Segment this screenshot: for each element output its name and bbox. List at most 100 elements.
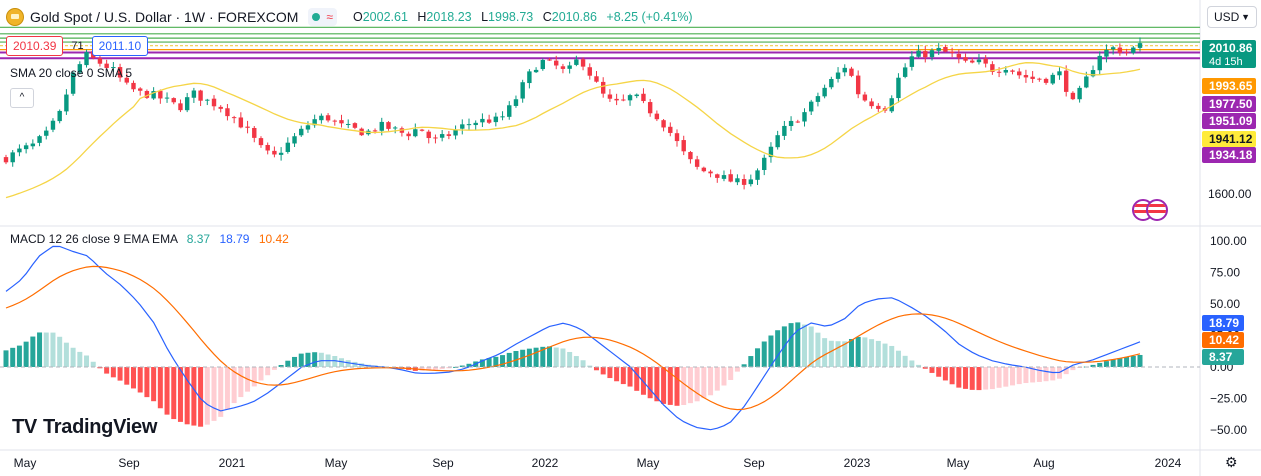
candle <box>1090 70 1096 77</box>
macd-hist-bar <box>607 367 613 379</box>
macd-signal-value: 10.42 <box>258 232 289 246</box>
candle <box>84 52 89 66</box>
candle <box>554 60 559 66</box>
time-tick-label: 2022 <box>532 456 559 470</box>
buy-button[interactable]: 2011.10 <box>91 36 149 56</box>
candle <box>23 145 29 150</box>
candle <box>124 77 129 83</box>
candle <box>1124 51 1129 53</box>
candle <box>1017 71 1022 76</box>
macd-hist-bar <box>654 367 660 402</box>
macd-hist-bar <box>177 367 183 422</box>
candle <box>17 148 22 153</box>
candle <box>647 102 653 114</box>
candle <box>943 46 948 52</box>
candle <box>929 50 935 58</box>
candle <box>352 123 358 128</box>
market-status[interactable]: ≈ <box>308 8 337 26</box>
macd-hist-bar <box>198 367 204 427</box>
candle <box>50 120 56 130</box>
ohlc-readout: O2002.61 H2018.23 L1998.73 C2010.86 +8.2… <box>353 10 699 24</box>
macd-hist-bar <box>130 367 136 389</box>
candle <box>285 142 291 152</box>
macd-hist-bar <box>446 367 452 369</box>
candle <box>171 98 176 103</box>
macd-hist-bar <box>23 341 29 367</box>
macd-hist-bar <box>1036 367 1042 382</box>
macd-hist-bar <box>97 367 103 369</box>
macd-hist-bar <box>211 367 217 421</box>
candle <box>158 90 163 99</box>
candle <box>829 79 834 88</box>
candle <box>1003 69 1008 73</box>
macd-hist-bar <box>909 360 915 367</box>
price-badge-label: 2010.86 <box>1209 41 1253 55</box>
candle <box>1030 76 1035 79</box>
macd-hist-bar <box>741 364 747 367</box>
candle <box>728 174 733 182</box>
macd-hist-bar <box>84 355 90 367</box>
macd-hist-bar <box>634 367 640 391</box>
candle <box>184 97 190 111</box>
tradingview-logo[interactable]: TV TradingView <box>12 416 157 439</box>
candle <box>788 120 794 127</box>
candle <box>245 126 250 128</box>
sell-button[interactable]: 2010.39 <box>6 36 64 56</box>
candle <box>775 135 780 148</box>
sma-legend[interactable]: SMA 20 close 0 SMA 5 <box>10 66 133 80</box>
candle <box>721 175 727 179</box>
macd-hist-bar <box>547 346 553 367</box>
macd-hist-bar <box>640 367 646 395</box>
us-flag-icon-2[interactable] <box>1146 199 1168 221</box>
macd-hist-bar <box>969 367 975 390</box>
time-tick-label: 2021 <box>219 456 246 470</box>
macd-hist-bar <box>627 367 633 387</box>
candle <box>218 106 223 109</box>
macd-legend-label: MACD 12 26 close 9 EMA EMA <box>10 232 178 246</box>
candle <box>164 97 170 99</box>
symbol-header: Gold Spot / U.S. Dollar · 1W · FOREXCOM … <box>6 6 699 28</box>
candle <box>862 94 868 101</box>
candle <box>319 115 324 121</box>
macd-hist-bar <box>661 367 667 404</box>
macd-hist-bar <box>647 367 653 399</box>
market-open-icon <box>312 13 321 21</box>
time-tick-label: 2023 <box>844 456 871 470</box>
macd-hist-bar <box>278 365 284 367</box>
macd-hist-bar <box>694 367 700 402</box>
candle <box>466 124 472 126</box>
collapse-indicators-button[interactable]: ^ <box>10 88 34 108</box>
candle <box>855 75 861 95</box>
gear-icon[interactable]: ⚙ <box>1225 454 1238 470</box>
macd-hist-bar <box>520 349 526 367</box>
candle <box>748 179 754 185</box>
candle <box>970 60 975 63</box>
high-value: 2018.23 <box>426 10 472 24</box>
symbol-title[interactable]: Gold Spot / U.S. Dollar · 1W · FOREXCOM <box>30 9 299 25</box>
macd-hist-bar <box>439 367 445 369</box>
macd-legend[interactable]: MACD 12 26 close 9 EMA EMA 8.37 18.79 10… <box>10 232 289 246</box>
price-badge-label: 1934.18 <box>1209 148 1253 162</box>
macd-hist-bar <box>77 351 83 367</box>
candle <box>594 76 599 82</box>
candle <box>265 144 270 151</box>
candle <box>1104 49 1109 57</box>
macd-hist-bar <box>875 340 881 367</box>
macd-hist-bar <box>339 358 345 367</box>
candle <box>795 121 800 123</box>
candle <box>379 121 384 131</box>
macd-hist-bar <box>426 367 432 371</box>
candle <box>668 126 673 133</box>
candle <box>949 51 955 53</box>
candle <box>694 159 700 167</box>
tradingview-mark-icon: TV <box>12 416 37 438</box>
candle <box>413 129 418 137</box>
macd-tick-label: 50.00 <box>1210 297 1240 311</box>
macd-hist-bar <box>218 367 224 417</box>
currency-select[interactable]: USD ▼ <box>1207 6 1257 28</box>
candle <box>278 152 284 155</box>
price-badge-label: 1977.50 <box>1209 97 1253 111</box>
change-value: +8.25 (+0.41%) <box>606 10 693 24</box>
candle <box>325 115 331 121</box>
